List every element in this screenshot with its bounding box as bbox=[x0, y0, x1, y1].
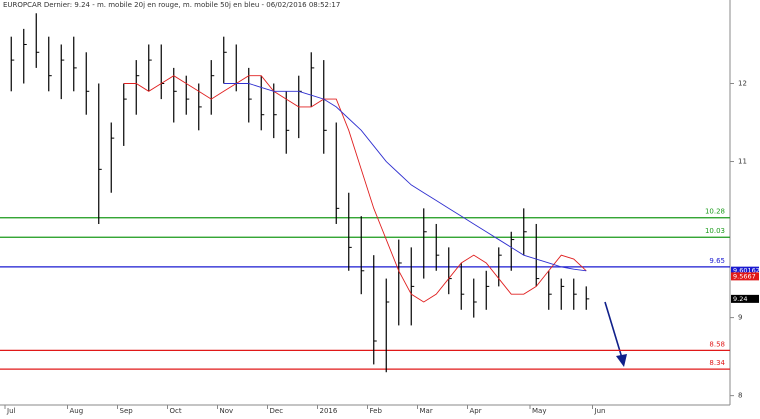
price-tag bbox=[731, 294, 759, 303]
x-tick-label: Dec bbox=[270, 407, 284, 415]
arrow bbox=[604, 301, 623, 359]
level-label: 9.65 bbox=[709, 257, 725, 265]
level-label: 8.34 bbox=[709, 359, 725, 367]
x-tick-label: Jul bbox=[6, 407, 16, 415]
price-tag bbox=[731, 266, 759, 275]
y-tick-label: 8 bbox=[738, 392, 742, 400]
level-label: 10.28 bbox=[705, 208, 725, 216]
arrow-head bbox=[616, 354, 627, 367]
y-tick-label: 12 bbox=[738, 79, 747, 87]
x-tick-label: 2016 bbox=[320, 407, 338, 415]
x-tick-label: Oct bbox=[170, 407, 182, 415]
price-tag bbox=[731, 272, 759, 281]
level-label: 10.03 bbox=[705, 227, 725, 235]
x-tick-label: May bbox=[532, 407, 546, 415]
level-label: 8.58 bbox=[709, 340, 725, 348]
price-tag-label: 9.60162 bbox=[733, 267, 760, 275]
y-tick-label: 9 bbox=[738, 314, 742, 322]
price-tag-label: 9.5667 bbox=[733, 272, 756, 280]
x-tick-label: Sep bbox=[120, 407, 134, 415]
x-tick-label: Aug bbox=[70, 407, 84, 415]
x-tick-label: Nov bbox=[220, 407, 234, 415]
x-tick-label: Apr bbox=[470, 407, 482, 415]
x-tick-label: Jun bbox=[594, 407, 606, 415]
moving-average bbox=[123, 75, 587, 303]
chart-title: EUROPCAR Dernier: 9.24 - m. mobile 20j e… bbox=[3, 1, 340, 9]
price-tag-label: 9.24 bbox=[733, 295, 747, 303]
x-tick-label: Feb bbox=[370, 407, 383, 415]
moving-average bbox=[223, 83, 587, 272]
y-tick-label: 11 bbox=[738, 158, 747, 166]
x-tick-label: Mar bbox=[420, 407, 433, 415]
